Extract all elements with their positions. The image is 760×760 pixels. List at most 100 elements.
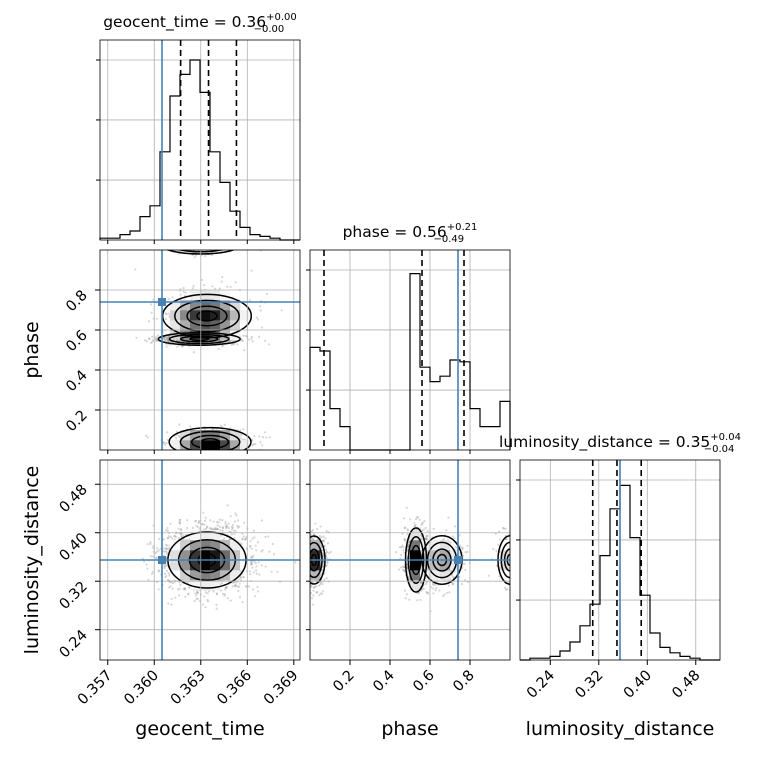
scatter-point	[236, 524, 239, 528]
scatter-point	[254, 562, 257, 565]
scatter-point	[187, 245, 189, 247]
scatter-point	[165, 529, 168, 532]
scatter-point	[149, 541, 152, 544]
scatter-point	[163, 567, 166, 570]
scatter-point	[151, 335, 154, 338]
contour-line	[168, 333, 230, 345]
scatter-point	[205, 526, 208, 529]
scatter-point	[238, 525, 241, 528]
scatter-point	[184, 588, 187, 591]
scatter-point	[229, 538, 232, 541]
panel-title-sup: +0.00	[266, 12, 297, 23]
scatter-point	[224, 520, 227, 523]
scatter-point	[169, 246, 171, 248]
scatter-point	[272, 553, 276, 556]
scatter-point	[196, 597, 200, 600]
scatter-point	[162, 538, 165, 541]
scatter-point	[181, 345, 184, 348]
scatter-point	[217, 339, 220, 343]
scatter-point	[165, 442, 168, 445]
scatter-point	[249, 545, 252, 548]
scatter-point	[452, 582, 455, 585]
scatter-point	[196, 591, 199, 595]
scatter-point	[193, 247, 195, 249]
scatter-point	[155, 550, 159, 553]
scatter-point	[135, 336, 138, 339]
scatter-point	[416, 599, 419, 602]
scatter-point	[178, 587, 181, 590]
scatter-point	[268, 436, 271, 439]
scatter-point	[178, 250, 181, 253]
scatter-point	[169, 585, 172, 588]
scatter-point	[218, 247, 220, 249]
scatter-point	[253, 536, 256, 539]
scatter-point	[246, 246, 248, 248]
scatter-point	[231, 526, 234, 529]
scatter-point	[192, 284, 195, 288]
scatter-point	[207, 590, 211, 593]
scatter-point	[208, 247, 210, 249]
scatter-point	[420, 589, 423, 592]
scatter-point	[215, 245, 217, 247]
scatter-point	[445, 591, 449, 594]
scatter-point	[234, 281, 237, 284]
scatter-point	[143, 339, 146, 342]
scatter-point	[259, 441, 262, 444]
scatter-point	[463, 578, 467, 582]
scatter-point	[310, 585, 313, 589]
scatter-point	[234, 584, 237, 587]
density-cell	[190, 430, 201, 441]
scatter-point	[307, 544, 309, 546]
scatter-point	[251, 588, 255, 591]
scatter-point	[151, 572, 154, 576]
scatter-point	[215, 528, 218, 531]
scatter-point	[229, 247, 231, 249]
scatter-point	[166, 336, 169, 339]
scatter-point	[225, 586, 228, 589]
scatter-point	[166, 245, 168, 247]
scatter-point	[167, 298, 171, 301]
contour-line	[190, 434, 230, 450]
scatter-point	[208, 247, 210, 249]
scatter-point	[306, 570, 308, 572]
scatter-point	[191, 241, 193, 243]
scatter-point	[229, 515, 232, 518]
scatter-point	[232, 529, 235, 533]
scatter-point	[238, 582, 241, 585]
scatter-point	[208, 527, 211, 530]
density-cell	[180, 560, 191, 571]
scatter-point	[186, 233, 188, 235]
scatter-point	[227, 241, 229, 243]
scatter-point	[162, 241, 164, 243]
density-cell	[190, 550, 201, 561]
scatter-point	[256, 318, 260, 321]
scatter-point	[307, 565, 309, 567]
scatter-point	[148, 337, 151, 340]
scatter-point	[424, 538, 427, 541]
scatter-point	[164, 312, 167, 315]
scatter-point	[302, 553, 304, 555]
scatter-point	[298, 575, 300, 577]
scatter-point	[243, 521, 246, 524]
scatter-point	[187, 243, 189, 245]
scatter-point	[213, 527, 216, 531]
scatter-point	[311, 529, 315, 532]
scatter-point	[188, 586, 191, 589]
contour-line	[196, 310, 218, 322]
scatter-point	[512, 551, 514, 553]
scatter-point	[250, 547, 253, 550]
scatter-point	[143, 560, 146, 563]
scatter-point	[157, 569, 161, 572]
scatter-point	[524, 514, 526, 516]
scatter-point	[174, 596, 177, 599]
scatter-point	[260, 550, 263, 553]
panel-frame	[519, 459, 721, 661]
scatter-point	[522, 537, 524, 539]
scatter-point	[145, 340, 148, 343]
scatter-point	[241, 601, 244, 604]
scatter-point	[203, 284, 206, 287]
scatter-point	[222, 246, 224, 248]
scatter-point	[234, 512, 237, 515]
scatter-point	[176, 588, 180, 591]
scatter-point	[404, 597, 407, 600]
